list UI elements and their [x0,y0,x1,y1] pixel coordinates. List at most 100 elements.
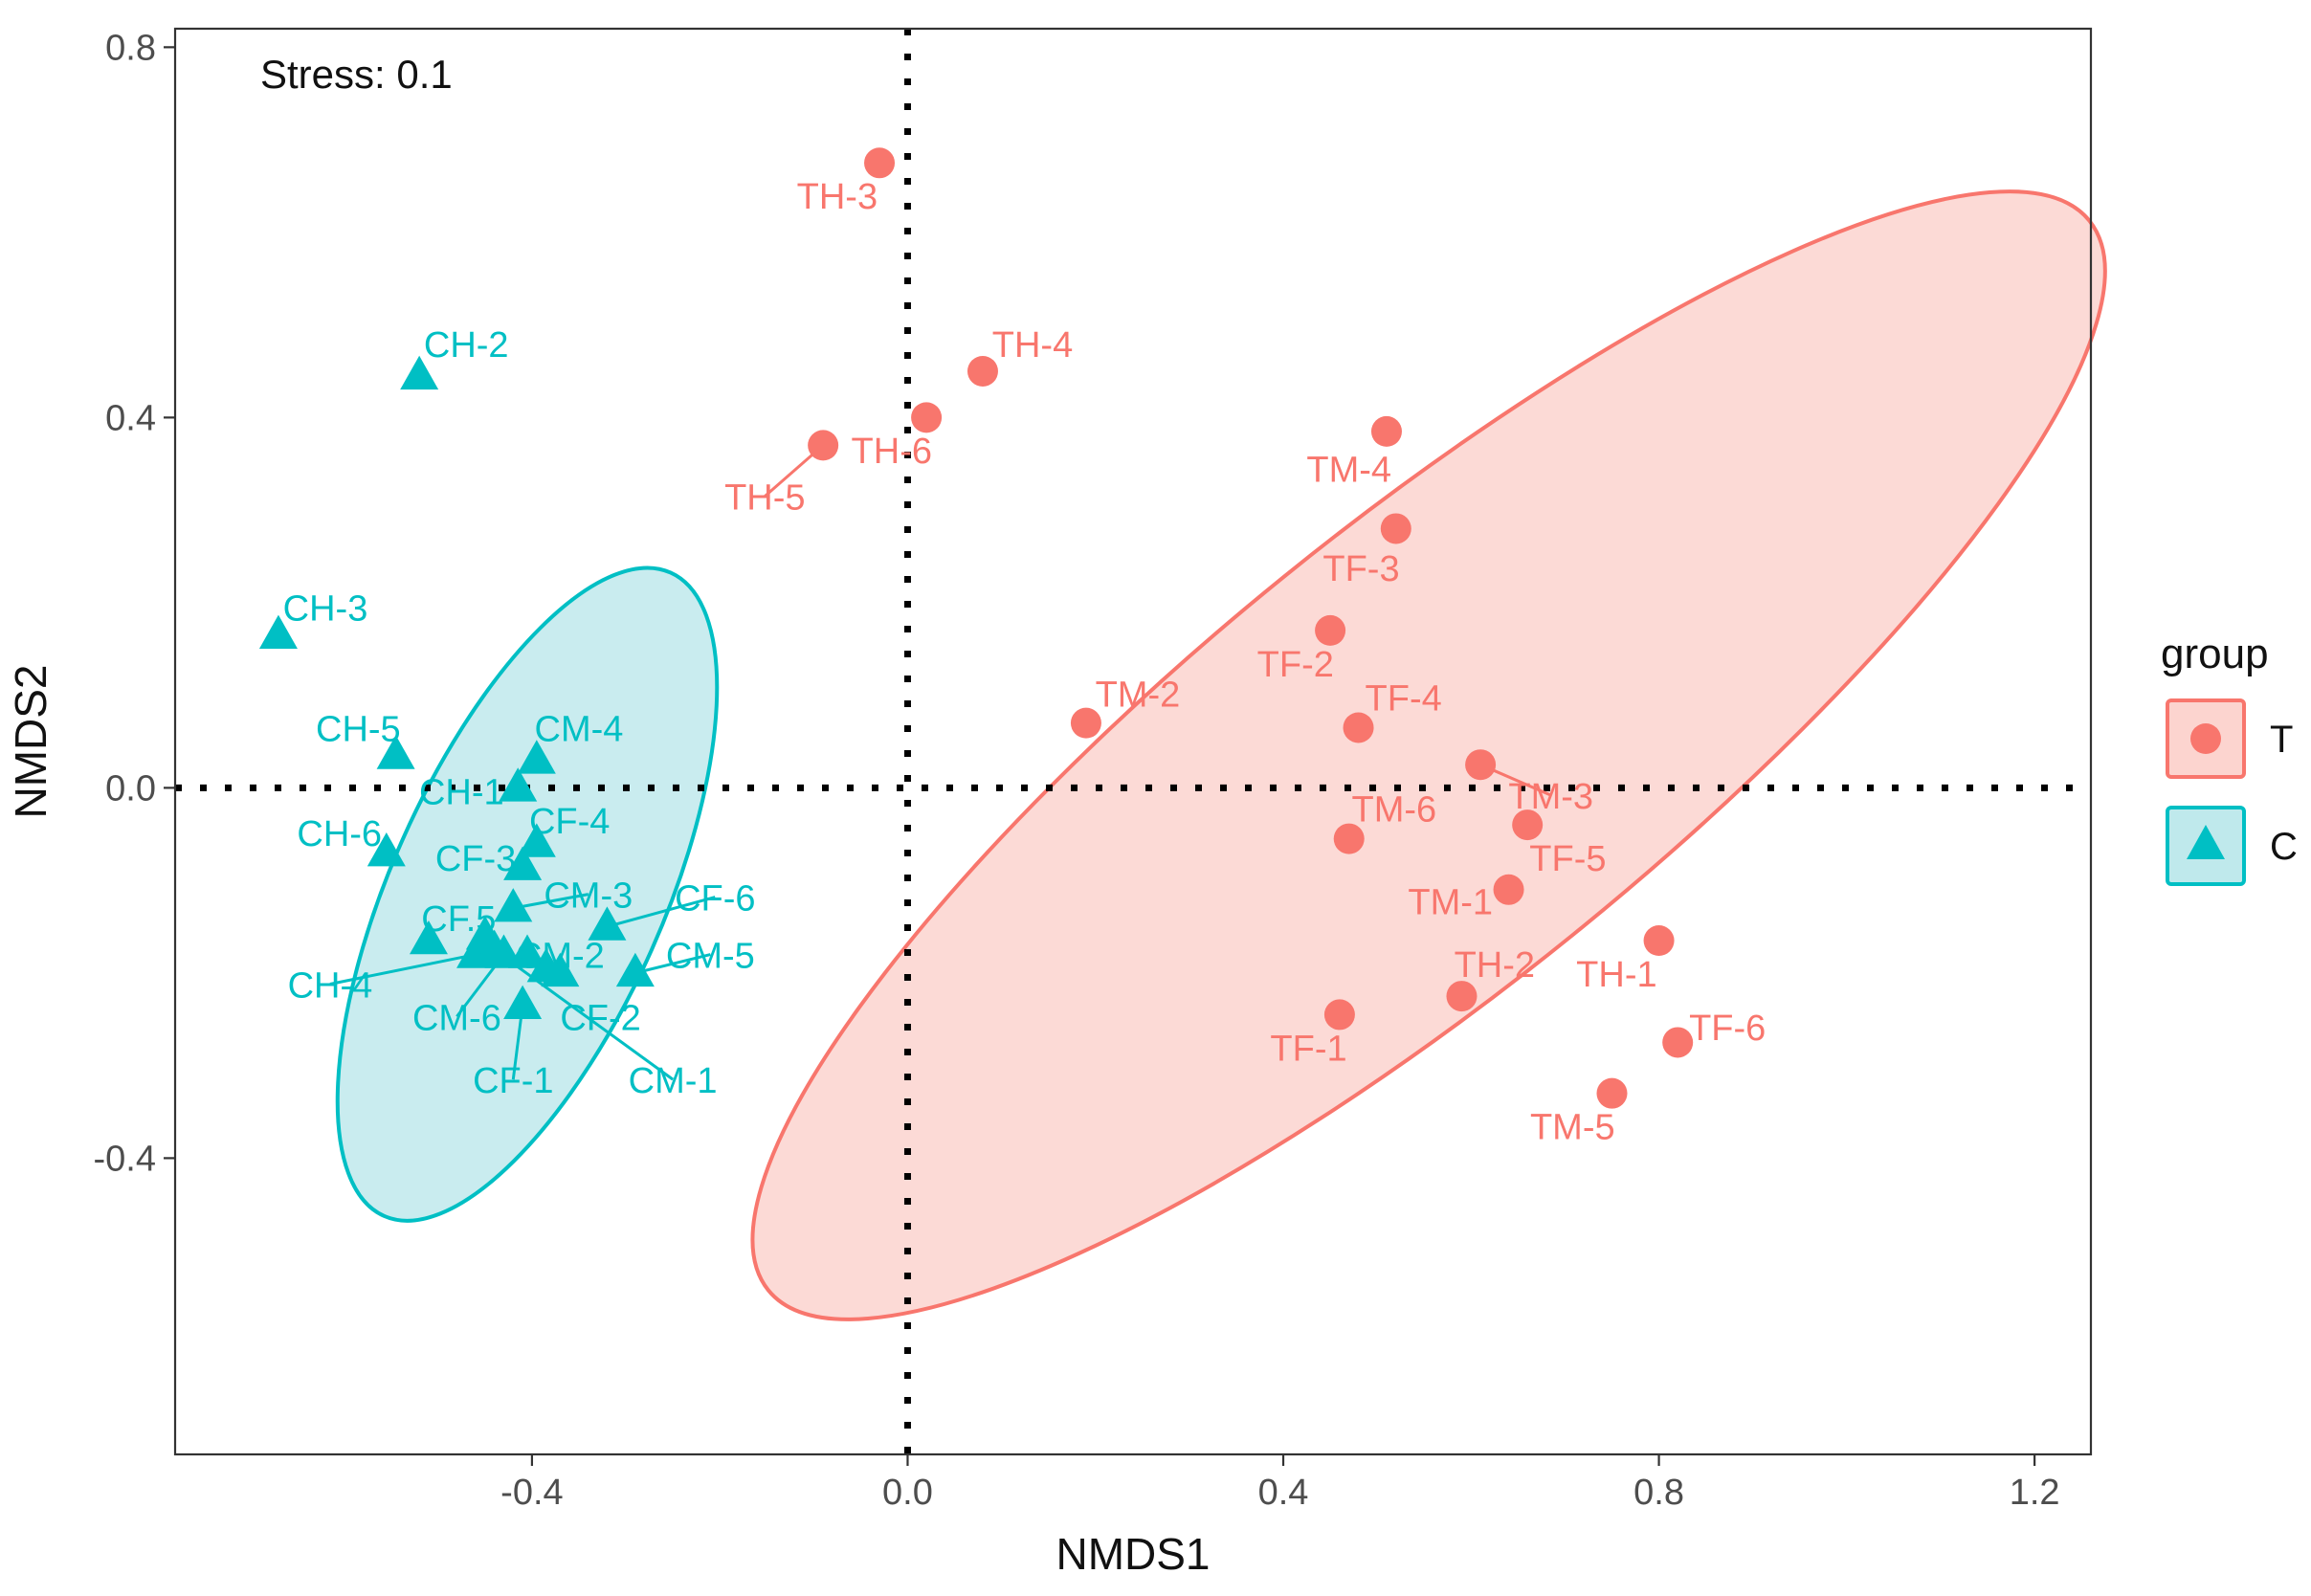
reference-lines [175,29,2091,1454]
plot-panel [173,27,2093,1456]
point-CF.5 [409,920,448,955]
label-CM-5: CM-5 [666,937,755,977]
point-CM-5 [615,952,655,987]
label-TH-2: TH-2 [1455,945,1535,986]
label-TM-2: TM-2 [1096,676,1181,716]
leader-CM-1 [493,948,675,1081]
leader-CM-5 [634,953,711,975]
label-CF-3: CF-3 [435,839,516,879]
point-TM-1 [1493,874,1524,905]
label-TM-5: TM-5 [1530,1108,1615,1148]
point-TH-1 [1643,925,1675,957]
label-CH-6: CH-6 [297,814,382,854]
point-CF-4 [517,823,556,857]
legend-title: group [2161,631,2269,677]
label-CM-1: CM-1 [629,1061,718,1101]
leader-CM-3 [513,893,589,910]
label-TM-3: TM-3 [1508,777,1593,817]
point-TF-4 [1343,712,1374,743]
point-CH-5 [376,735,415,769]
label-CH-3: CH-3 [283,589,368,630]
label-TM-6: TM-6 [1351,790,1436,831]
label-TF-3: TF-3 [1322,549,1399,589]
point-TM-2 [1070,707,1101,739]
ellipse-T [750,189,2107,1321]
legend-label-T: T [2270,719,2293,761]
label-CF-2: CF-2 [560,998,640,1038]
legend: group T C [2161,631,2298,886]
x-tick-label: 1.2 [2010,1473,2060,1513]
legend-marker-C [2187,825,2225,859]
point-TH-5 [808,430,839,461]
label-TH-4: TH-4 [992,325,1073,366]
point-labels: TH-3 TH-4 TH-6 TH-5 TM-4 TF-3 TF-2 TM-2 TF-4 TM-3… [283,177,1767,1147]
point-TF-5 [1512,809,1544,841]
point-TH-4 [967,355,998,387]
stress-annotation: Stress: 0.1 [260,52,453,97]
leader-CF-6 [607,896,716,928]
point-TH-6 [911,402,943,433]
point-CF-3 [503,846,543,880]
x-axis-label: NMDS1 [1056,1529,1210,1579]
point-CM-4 [517,740,556,774]
leader-CH-4 [329,953,477,986]
point-TF-2 [1315,614,1346,646]
label-CF-4: CF-4 [529,802,610,842]
ellipse-C [335,565,720,1223]
point-CH-2 [400,355,439,390]
label-CM-3: CM-3 [544,876,633,917]
y-tick-label: 0.4 [105,398,156,438]
label-CF-6: CF-6 [675,879,755,920]
point-TH-2 [1446,981,1478,1012]
point-CH-1 [499,767,538,802]
label-TM-4: TM-4 [1306,451,1391,491]
x-tick-label: -0.4 [500,1473,563,1513]
point-TM-5 [1596,1077,1628,1109]
point-unlabeled [526,947,566,983]
x-tick-label: 0.4 [1258,1473,1309,1513]
label-CM-2: CM-2 [516,937,605,977]
label-CH-5: CH-5 [316,709,401,749]
point-CF-6 [588,906,627,941]
point-CH-3 [258,614,298,650]
label-TF-6: TF-6 [1689,1009,1766,1049]
ellipses-layer [335,189,2107,1321]
label-CH-4: CH-4 [288,965,373,1006]
point-TM-4 [1370,415,1402,447]
label-TH-3: TH-3 [797,177,878,217]
label-TF-1: TF-1 [1270,1029,1346,1069]
point-TM-3 [1465,749,1497,781]
point-TF-6 [1662,1027,1694,1058]
y-axis-label: NMDS2 [6,664,56,818]
point-TH-3 [864,147,896,179]
label-CF-1: CF-1 [473,1061,553,1101]
label-TM-1: TM-1 [1408,882,1493,922]
point-CF-1 [503,985,543,1020]
legend-label-C: C [2270,826,2298,868]
label-CH-1: CH-1 [419,772,504,812]
y-tick-label: -0.4 [94,1139,156,1179]
x-tick-label: 0.0 [882,1473,933,1513]
label-CF.5: CF.5 [421,899,496,940]
x-tick-label: 0.8 [1633,1473,1684,1513]
point-CM-3 [494,888,533,922]
y-tick-label: 0.8 [105,28,156,68]
point-unlabeled [465,916,504,950]
point-TM-6 [1333,823,1365,854]
label-TH-5: TH-5 [724,478,805,519]
point-TF-3 [1380,513,1411,544]
point-TF-1 [1323,999,1355,1031]
label-TF-4: TF-4 [1366,679,1442,720]
label-CH-2: CH-2 [424,325,509,366]
y-tick-label: 0.0 [105,768,156,809]
legend-marker-T [2190,723,2221,754]
label-TF-2: TF-2 [1257,645,1334,685]
label-CM-4: CM-4 [535,709,624,749]
label-TH-6: TH-6 [852,432,932,472]
label-CM-6: CM-6 [412,998,501,1038]
label-TF-5: TF-5 [1529,839,1606,879]
points-layer [258,147,1694,1109]
label-TH-1: TH-1 [1576,955,1656,995]
point-CH-6 [367,832,406,867]
